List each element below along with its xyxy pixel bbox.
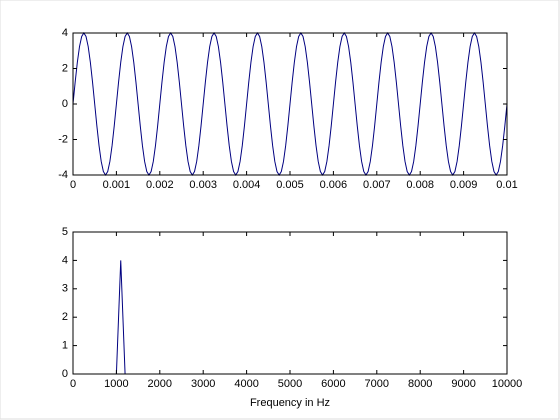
x-tick-label: 0.009 [450,179,478,191]
x-tick-label: 0.001 [103,179,131,191]
x-tick-label: 10000 [492,378,523,390]
x-tick-label: 6000 [321,378,345,390]
y-tick-label: 0 [62,368,68,380]
y-tick-label: 3 [62,283,68,295]
x-axis-label: Frequency in Hz [250,397,330,409]
y-tick-label: 0 [62,98,68,110]
y-tick-label: -2 [58,133,68,145]
y-tick-label: -4 [58,169,68,181]
x-tick-label: 7000 [365,378,389,390]
signal-line [72,32,508,176]
x-tick-label: 0.003 [189,179,217,191]
x-tick-label: 0 [70,378,76,390]
y-tick-label: 1 [62,340,68,352]
y-tick-label: 2 [62,62,68,74]
x-tick-label: 3000 [191,378,215,390]
x-tick-label: 0.002 [146,179,174,191]
axes-background [73,232,507,374]
y-tick-label: 2 [62,311,68,323]
x-tick-label: 2000 [148,378,172,390]
x-tick-label: 0.006 [320,179,348,191]
x-tick-label: 0.004 [233,179,261,191]
x-tick-label: 4000 [234,378,258,390]
x-tick-label: 0 [70,179,76,191]
x-tick-label: 0.005 [276,179,304,191]
y-tick-label: 4 [62,254,68,266]
y-tick-label: 4 [62,27,68,39]
y-tick-label: 5 [62,226,68,238]
x-tick-label: 5000 [278,378,302,390]
x-tick-label: 0.01 [496,179,517,191]
x-tick-label: 0.007 [363,179,391,191]
x-tick-label: 8000 [408,378,432,390]
x-tick-label: 1000 [104,378,128,390]
x-tick-label: 9000 [451,378,475,390]
x-tick-label: 0.008 [406,179,434,191]
